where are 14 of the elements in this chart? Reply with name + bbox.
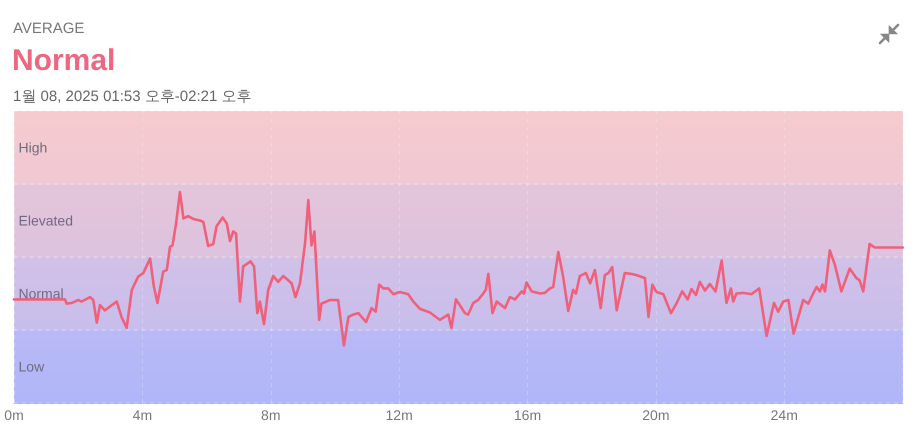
x-tick-label: 16m	[514, 407, 542, 423]
chart-title: Normal	[12, 44, 116, 78]
x-tick-label: 12m	[386, 407, 413, 423]
band-label: High	[18, 140, 48, 156]
band-label: Low	[18, 358, 46, 374]
text: AVERAGE	[13, 20, 84, 37]
x-tick-label: 24m	[770, 407, 798, 423]
band-label: Elevated	[18, 212, 73, 228]
x-tick-label: 20m	[642, 407, 670, 423]
band-label: Normal	[18, 286, 64, 302]
x-tick-label: 0m	[4, 407, 24, 423]
chart-subtitle: 1월 08, 2025 01:53 오후-02:21 오후	[13, 87, 252, 106]
x-tick-label: 8m	[261, 407, 280, 423]
x-tick-label: 4m	[132, 407, 152, 423]
